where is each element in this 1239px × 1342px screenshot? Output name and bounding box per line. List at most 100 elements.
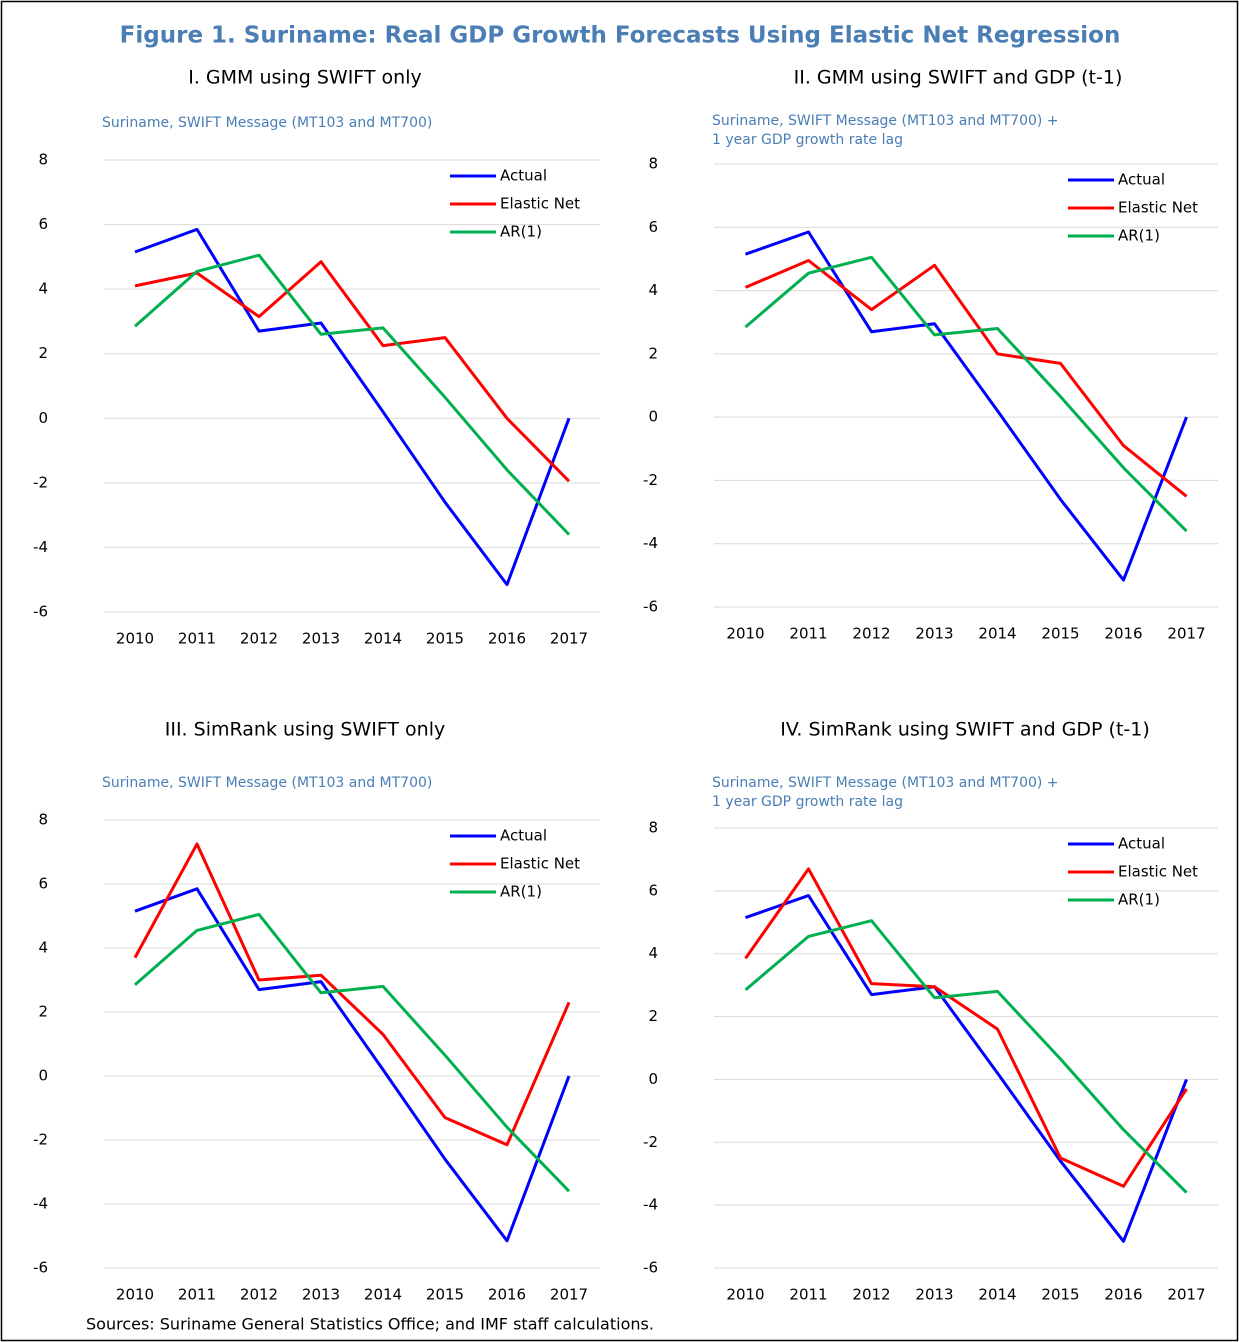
x-tick-label: 2010	[726, 1286, 764, 1304]
x-tick-label: 2016	[1104, 625, 1142, 643]
legend-label: Actual	[1118, 171, 1165, 189]
y-tick-label: -4	[33, 1195, 48, 1213]
x-tick-label: 2016	[488, 630, 526, 648]
y-tick-label: 8	[38, 151, 48, 169]
y-tick-label: -4	[643, 534, 658, 552]
legend-label: AR(1)	[1118, 891, 1160, 909]
y-tick-label: -6	[643, 1259, 658, 1277]
series-line	[744, 255, 1188, 533]
y-tick-label: 2	[38, 344, 48, 362]
panel-title: III. SimRank using SWIFT only	[165, 719, 446, 741]
x-tick-label: 2012	[240, 1286, 278, 1304]
legend-label: Elastic Net	[1118, 863, 1198, 881]
series-line	[134, 887, 571, 1243]
x-tick-label: 2011	[178, 1286, 216, 1304]
y-tick-label: 6	[38, 875, 48, 893]
x-tick-label: 2014	[978, 625, 1016, 643]
subtitle: Suriname, SWIFT Message (MT103 and MT700…	[102, 115, 432, 131]
y-tick-label: -2	[33, 1131, 48, 1149]
subtitle: Suriname, SWIFT Message (MT103 and MT700…	[102, 775, 432, 791]
x-tick-label: 2013	[915, 625, 953, 643]
y-tick-label: -6	[33, 1259, 48, 1277]
x-tick-label: 2015	[1041, 1286, 1079, 1304]
series-line	[744, 259, 1188, 498]
y-tick-label: 4	[38, 280, 48, 298]
y-tick-label: 4	[648, 281, 658, 299]
series-line	[134, 912, 571, 1193]
legend-label: Actual	[1118, 835, 1165, 853]
source-note: Sources: Suriname General Statistics Off…	[86, 1315, 654, 1334]
legend-label: AR(1)	[500, 883, 542, 901]
y-tick-label: 8	[38, 811, 48, 829]
x-tick-label: 2015	[1041, 625, 1079, 643]
series-line	[744, 919, 1188, 1194]
series-line	[745, 230, 1188, 582]
series-line	[133, 842, 571, 1147]
x-tick-label: 2011	[789, 1286, 827, 1304]
x-tick-label: 2012	[852, 1286, 890, 1304]
legend-label: Actual	[500, 827, 547, 845]
x-tick-label: 2017	[1167, 625, 1205, 643]
x-tick-label: 2012	[852, 625, 890, 643]
y-tick-label: 0	[648, 408, 658, 426]
x-tick-label: 2011	[178, 630, 216, 648]
panel-title: IV. SimRank using SWIFT and GDP (t-1)	[780, 719, 1150, 741]
y-tick-label: 0	[648, 1070, 658, 1088]
y-tick-label: -2	[643, 1133, 658, 1151]
legend-label: AR(1)	[500, 223, 542, 241]
x-tick-label: 2015	[426, 630, 464, 648]
legend-label: Actual	[500, 167, 547, 185]
y-tick-label: 6	[648, 881, 658, 899]
subtitle: Suriname, SWIFT Message (MT103 and MT700…	[712, 113, 1059, 129]
y-tick-label: 8	[648, 819, 658, 837]
x-tick-label: 2010	[116, 1286, 154, 1304]
x-tick-label: 2011	[789, 625, 827, 643]
y-tick-label: -6	[33, 603, 48, 621]
subtitle: 1 year GDP growth rate lag	[712, 794, 903, 810]
y-tick-label: 4	[648, 944, 658, 962]
y-tick-label: -6	[643, 598, 658, 616]
series-line	[744, 867, 1188, 1188]
y-tick-label: -4	[33, 538, 48, 556]
x-tick-label: 2017	[550, 1286, 588, 1304]
x-tick-label: 2014	[978, 1286, 1016, 1304]
x-tick-label: 2010	[726, 625, 764, 643]
x-tick-label: 2013	[302, 1286, 340, 1304]
y-tick-label: 4	[38, 939, 48, 957]
x-tick-label: 2014	[364, 630, 402, 648]
y-tick-label: 6	[38, 215, 48, 233]
x-tick-label: 2013	[915, 1286, 953, 1304]
panel-title: II. GMM using SWIFT and GDP (t-1)	[794, 67, 1123, 89]
series-line	[134, 260, 571, 483]
x-tick-label: 2017	[1167, 1286, 1205, 1304]
y-tick-label: 0	[38, 1067, 48, 1085]
x-tick-label: 2012	[240, 630, 278, 648]
x-tick-label: 2014	[364, 1286, 402, 1304]
series-line	[134, 227, 571, 587]
series-line	[134, 253, 571, 536]
series-line	[745, 894, 1188, 1243]
y-tick-label: -2	[643, 471, 658, 489]
y-tick-label: -2	[33, 473, 48, 491]
x-tick-label: 2013	[302, 630, 340, 648]
subtitle: 1 year GDP growth rate lag	[712, 132, 903, 148]
x-tick-label: 2015	[426, 1286, 464, 1304]
y-tick-label: 2	[648, 344, 658, 362]
y-tick-label: 2	[38, 1003, 48, 1021]
x-tick-label: 2016	[488, 1286, 526, 1304]
y-tick-label: -4	[643, 1196, 658, 1214]
y-tick-label: 2	[648, 1007, 658, 1025]
x-tick-label: 2010	[116, 630, 154, 648]
x-tick-label: 2016	[1104, 1286, 1142, 1304]
y-tick-label: 8	[648, 155, 658, 173]
x-tick-label: 2017	[550, 630, 588, 648]
panel-title: I. GMM using SWIFT only	[188, 67, 421, 89]
y-tick-label: 0	[38, 409, 48, 427]
subtitle: Suriname, SWIFT Message (MT103 and MT700…	[712, 775, 1059, 791]
legend-label: AR(1)	[1118, 227, 1160, 245]
y-tick-label: 6	[648, 218, 658, 236]
figure-title: Figure 1. Suriname: Real GDP Growth Fore…	[120, 23, 1121, 49]
